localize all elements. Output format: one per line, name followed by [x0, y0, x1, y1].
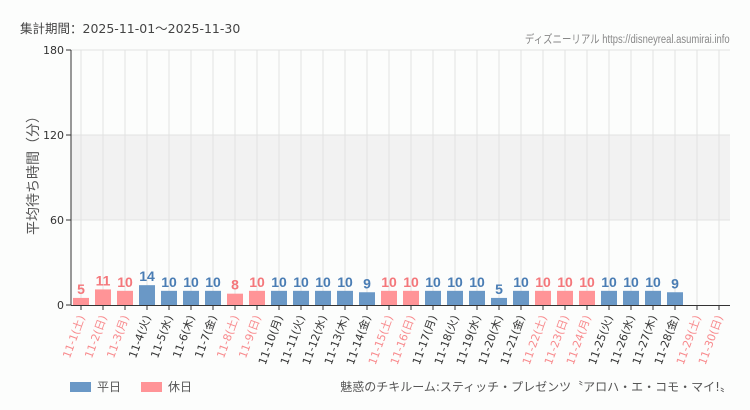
bar-value-label: 10 — [315, 274, 331, 290]
bar[interactable] — [73, 297, 89, 305]
bar-value-label: 9 — [671, 275, 679, 291]
bar[interactable] — [95, 289, 111, 305]
bar-value-label: 9 — [363, 275, 371, 291]
bar-value-label: 10 — [293, 274, 309, 290]
legend-item-weekday[interactable]: 平日 — [70, 378, 121, 395]
y-tick-label: 0 — [57, 299, 64, 312]
bar[interactable] — [425, 290, 441, 305]
bar-value-label: 10 — [337, 274, 353, 290]
bar-value-label: 10 — [381, 274, 397, 290]
bar[interactable] — [491, 297, 507, 305]
legend-weekday-label: 平日 — [97, 380, 122, 394]
bar-value-label: 10 — [469, 274, 485, 290]
bar[interactable] — [447, 290, 463, 305]
bar[interactable] — [183, 290, 199, 305]
bar-value-label: 11 — [96, 272, 111, 288]
bar[interactable] — [139, 285, 155, 305]
bar-value-label: 10 — [513, 274, 529, 290]
bar-value-label: 10 — [205, 274, 221, 290]
bar-value-label: 10 — [249, 274, 265, 290]
bar[interactable] — [381, 290, 397, 305]
bar-value-label: 10 — [579, 274, 595, 290]
bar[interactable] — [161, 290, 177, 305]
bar[interactable] — [227, 293, 243, 305]
y-tick-label: 120 — [43, 129, 64, 142]
bar[interactable] — [557, 290, 573, 305]
attraction-name: 魅惑のチキルーム:スティッチ・プレゼンツ〝アロハ・エ・コモ・マイ!〟 — [340, 380, 732, 394]
bar[interactable] — [469, 290, 485, 305]
weekday-swatch — [70, 381, 91, 392]
period-label: 集計期間：2025-11-01〜2025-11-30 — [20, 21, 241, 36]
bar[interactable] — [271, 290, 287, 305]
bar[interactable] — [403, 290, 419, 305]
y-tick-label: 180 — [43, 44, 64, 57]
holiday-swatch — [141, 381, 163, 392]
bar[interactable] — [205, 290, 221, 305]
shaded-band — [71, 135, 730, 220]
bar-value-label: 10 — [447, 274, 463, 290]
bar[interactable] — [513, 290, 529, 305]
bar-value-label: 10 — [425, 274, 441, 290]
bar-value-label: 10 — [117, 274, 133, 290]
site-credit: ディズニーリアル https://disneyreal.asumirai.inf… — [525, 34, 730, 46]
bar[interactable] — [359, 292, 375, 305]
bar[interactable] — [249, 290, 265, 305]
bar[interactable] — [117, 290, 133, 305]
bar-value-label: 10 — [403, 274, 419, 290]
bar-value-label: 10 — [601, 274, 617, 290]
bar[interactable] — [623, 290, 639, 305]
bar-value-label: 10 — [271, 274, 287, 290]
bar[interactable] — [667, 292, 683, 305]
bar-value-label: 5 — [77, 281, 85, 297]
y-tick-label: 60 — [50, 214, 64, 227]
bar[interactable] — [535, 290, 551, 305]
bar[interactable] — [579, 290, 595, 305]
bar-value-label: 10 — [557, 274, 573, 290]
bar-value-label: 8 — [231, 277, 239, 293]
bar[interactable] — [601, 290, 617, 305]
bar-value-label: 14 — [139, 268, 155, 284]
bar[interactable] — [293, 290, 309, 305]
bar[interactable] — [315, 290, 331, 305]
bar-value-label: 10 — [623, 274, 639, 290]
bar[interactable] — [645, 290, 661, 305]
legend-holiday-label: 休日 — [168, 380, 193, 394]
bar[interactable] — [337, 290, 353, 305]
bar-value-label: 10 — [161, 274, 177, 290]
legend-item-holiday[interactable]: 休日 — [141, 378, 192, 395]
legend: 平日 休日 — [70, 378, 192, 395]
bar-value-label: 10 — [183, 274, 199, 290]
bar-value-label: 10 — [535, 274, 551, 290]
bar-value-label: 5 — [495, 281, 503, 297]
bar-value-label: 10 — [645, 274, 661, 290]
